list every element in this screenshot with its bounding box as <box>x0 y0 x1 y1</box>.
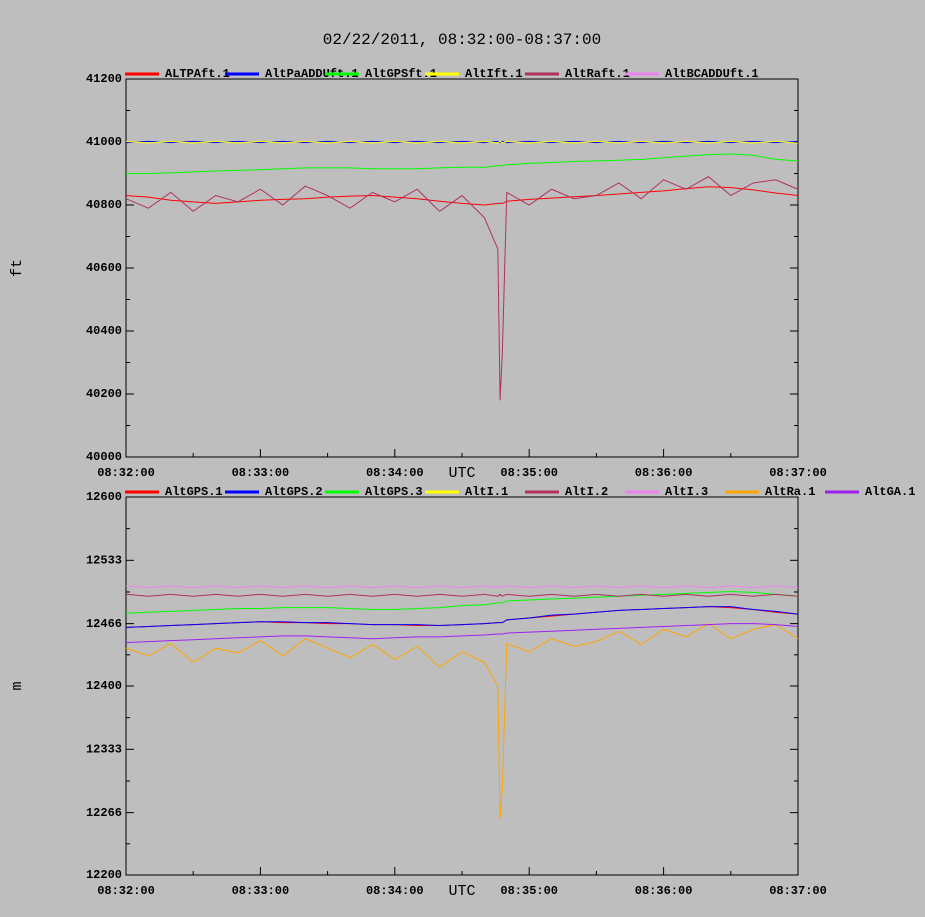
x-tick-label: 08:34:00 <box>366 884 424 898</box>
legend-label: AltRa.1 <box>765 485 815 499</box>
x-tick-label: 08:37:00 <box>769 466 827 480</box>
series-line <box>125 593 799 597</box>
y-axis-label: ft <box>9 259 26 277</box>
legend-label: AltGPSft.1 <box>365 67 437 81</box>
legend-label: AltI.2 <box>565 485 608 499</box>
x-tick-label: 08:34:00 <box>366 466 424 480</box>
y-tick-label: 12200 <box>86 868 122 882</box>
y-tick-label: 12533 <box>86 553 122 567</box>
plot-frame <box>125 496 799 876</box>
y-tick-label: 12466 <box>86 617 122 631</box>
legend-label: AltBCADDUft.1 <box>665 67 759 81</box>
series-line <box>125 623 799 819</box>
legend-label: AltIft.1 <box>465 67 523 81</box>
y-tick-label: 40800 <box>86 198 122 212</box>
series-line <box>125 186 799 206</box>
series-line <box>125 176 799 401</box>
legend-label: ALTPAft.1 <box>165 67 230 81</box>
series-line <box>126 153 799 174</box>
y-tick-label: 40200 <box>86 387 122 401</box>
legend-label: AltI.1 <box>465 485 508 499</box>
y-tick-label: 12266 <box>86 806 122 820</box>
x-tick-label: 08:35:00 <box>500 884 558 898</box>
y-tick-label: 40600 <box>86 261 122 275</box>
x-tick-label: 08:36:00 <box>635 466 693 480</box>
series-line <box>125 140 799 144</box>
legend-label: AltGPS.3 <box>365 485 423 499</box>
legend-label: AltI.3 <box>665 485 708 499</box>
x-axis-label: UTC <box>448 883 475 900</box>
series-line <box>125 606 799 628</box>
plot-frame <box>125 78 799 458</box>
y-tick-label: 41000 <box>86 135 122 149</box>
y-tick-label: 40400 <box>86 324 122 338</box>
x-tick-label: 08:33:00 <box>232 466 290 480</box>
x-tick-label: 08:33:00 <box>232 884 290 898</box>
y-tick-label: 40000 <box>86 450 122 464</box>
x-tick-label: 08:32:00 <box>97 884 155 898</box>
x-tick-label: 08:36:00 <box>635 884 693 898</box>
legend-label: AltGA.1 <box>865 485 915 499</box>
series-line <box>125 590 799 614</box>
chart-title: 02/22/2011, 08:32:00-08:37:00 <box>323 31 601 49</box>
y-tick-label: 12600 <box>86 490 122 504</box>
x-tick-label: 08:35:00 <box>500 466 558 480</box>
legend-label: AltGPS.2 <box>265 485 323 499</box>
series-line <box>125 623 799 644</box>
y-tick-label: 41200 <box>86 72 122 86</box>
y-axis-label: m <box>9 681 26 690</box>
y-tick-label: 12400 <box>86 679 122 693</box>
series-line <box>125 585 799 589</box>
legend-label: AltRaft.1 <box>565 67 630 81</box>
legend-label: AltGPS.1 <box>165 485 223 499</box>
y-tick-label: 12333 <box>86 742 122 756</box>
x-tick-label: 08:32:00 <box>97 466 155 480</box>
x-tick-label: 08:37:00 <box>769 884 827 898</box>
legend-label: AltPaADDUft.1 <box>265 67 359 81</box>
x-axis-label: UTC <box>448 465 475 482</box>
